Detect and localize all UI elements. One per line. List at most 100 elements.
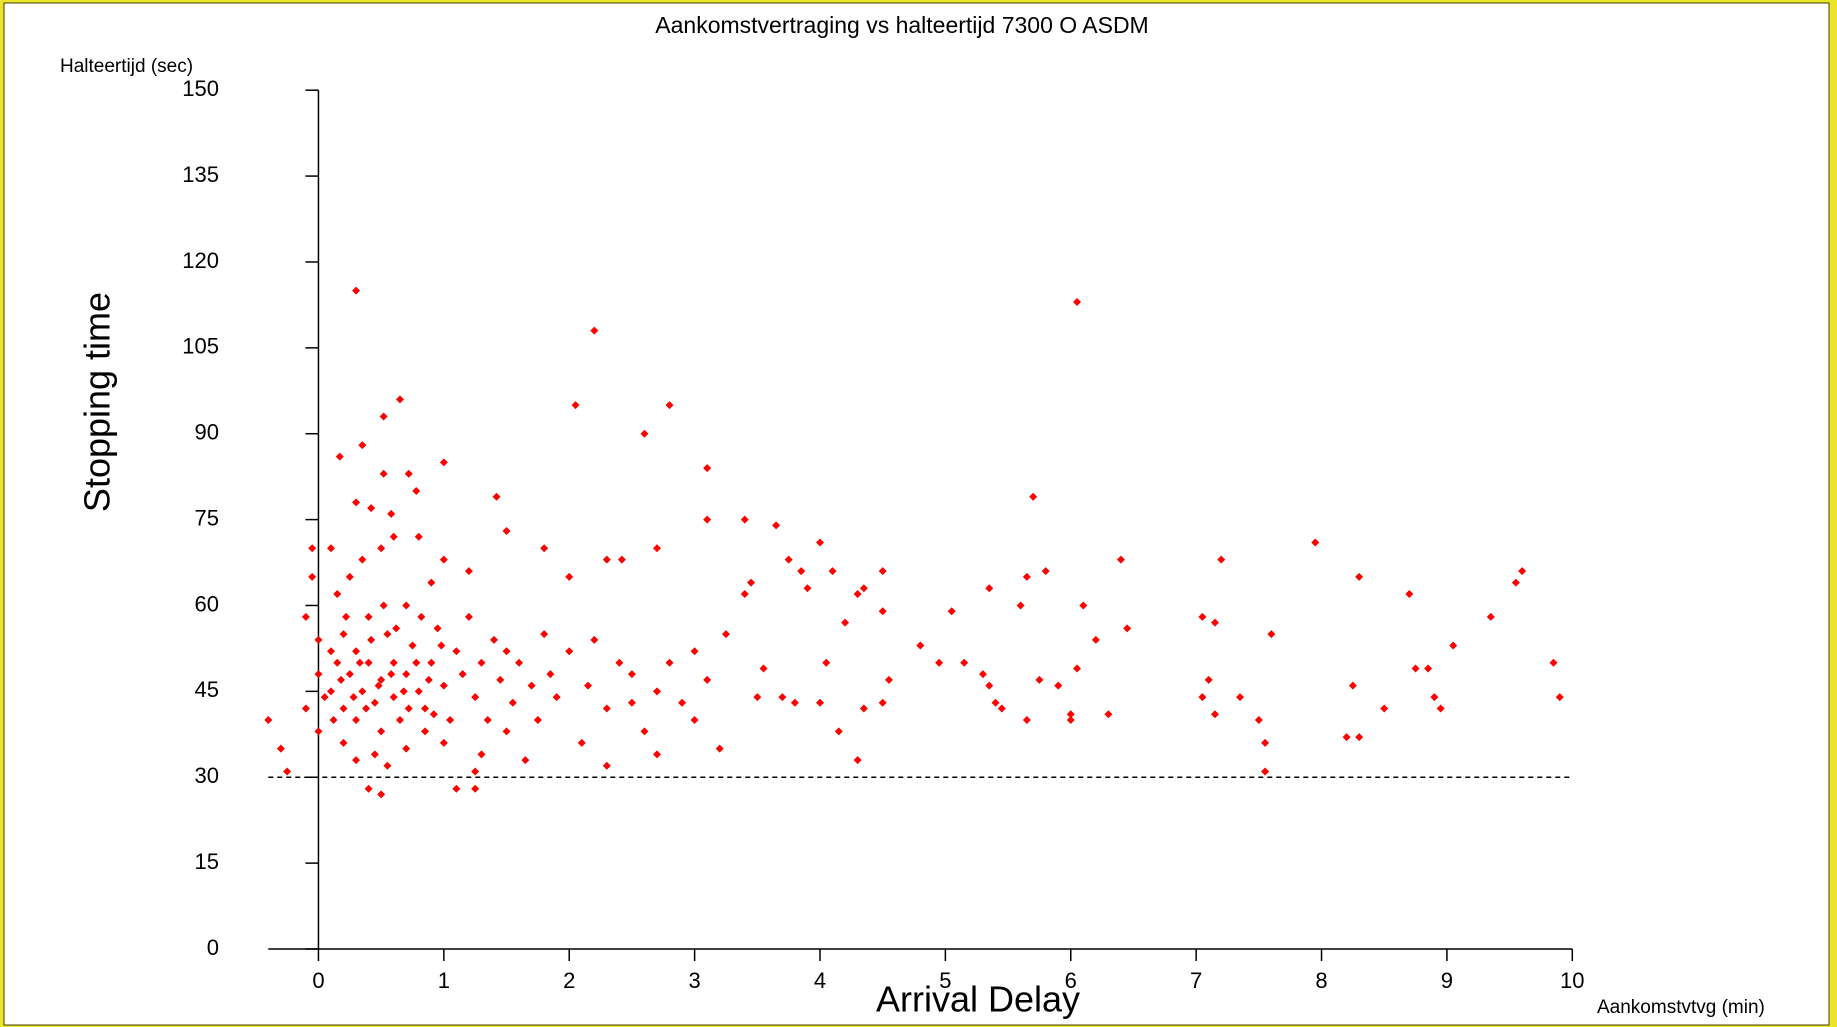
point [778, 693, 787, 702]
point [427, 658, 436, 667]
point [790, 698, 799, 707]
point [352, 647, 361, 656]
point [383, 761, 392, 770]
point [617, 555, 626, 564]
point [471, 693, 480, 702]
point [402, 601, 411, 610]
point [421, 704, 430, 713]
point [1066, 710, 1075, 719]
point [533, 715, 542, 724]
y-tick-label: 135 [182, 162, 219, 187]
point [853, 590, 862, 599]
point [370, 750, 379, 759]
point [374, 681, 383, 690]
point [1405, 590, 1414, 599]
point [652, 687, 661, 696]
point [355, 658, 364, 667]
point [412, 486, 421, 495]
point [404, 469, 413, 478]
point [377, 675, 386, 684]
point [859, 584, 868, 593]
point [377, 544, 386, 553]
y-tick-label: 45 [195, 677, 219, 702]
point [565, 647, 574, 656]
point [464, 612, 473, 621]
point [797, 567, 806, 576]
point [364, 612, 373, 621]
point [508, 698, 517, 707]
point [521, 756, 530, 765]
x-tick-label: 9 [1441, 968, 1453, 993]
point [665, 658, 674, 667]
point [421, 727, 430, 736]
point [602, 761, 611, 770]
point [358, 441, 367, 450]
x-tick-label: 8 [1315, 968, 1327, 993]
point [1022, 715, 1031, 724]
point [352, 715, 361, 724]
point [1116, 555, 1125, 564]
point [552, 693, 561, 702]
point [1091, 635, 1100, 644]
point [1079, 601, 1088, 610]
point [320, 693, 329, 702]
point [417, 612, 426, 621]
point [402, 670, 411, 679]
y-tick-label: 150 [182, 76, 219, 101]
point [740, 515, 749, 524]
point [546, 670, 555, 679]
point [408, 641, 417, 650]
point [326, 544, 335, 553]
point [747, 578, 756, 587]
point [1486, 612, 1495, 621]
point [884, 675, 893, 684]
point [947, 607, 956, 616]
point [665, 401, 674, 410]
point [345, 572, 354, 581]
point [395, 395, 404, 404]
point [395, 715, 404, 724]
point [377, 790, 386, 799]
x-tick-label: 2 [563, 968, 575, 993]
point [991, 698, 1000, 707]
point [1029, 492, 1038, 501]
point [1016, 601, 1025, 610]
point [803, 584, 812, 593]
plot-background [3, 2, 1830, 1026]
y-tick-label: 105 [182, 334, 219, 359]
point [358, 555, 367, 564]
y-tick-label: 0 [207, 935, 219, 960]
point [828, 567, 837, 576]
point [1217, 555, 1226, 564]
point [471, 784, 480, 793]
y-axis-label: Halteertijd (sec) [60, 56, 193, 77]
point [1411, 664, 1420, 673]
point [337, 675, 346, 684]
chart-title: Aankomstvertraging vs halteertijd 7300 O… [655, 12, 1148, 38]
point [703, 464, 712, 473]
point [414, 532, 423, 541]
point [1254, 715, 1263, 724]
point [1198, 693, 1207, 702]
point [427, 578, 436, 587]
point [437, 641, 446, 650]
point [1424, 664, 1433, 673]
x-tick-label: 1 [438, 968, 450, 993]
point [439, 738, 448, 747]
point [640, 727, 649, 736]
point [502, 527, 511, 536]
point [1380, 704, 1389, 713]
point [276, 744, 285, 753]
point [627, 670, 636, 679]
point [1210, 618, 1219, 627]
point [483, 715, 492, 724]
point [815, 698, 824, 707]
point [834, 727, 843, 736]
point [1518, 567, 1527, 576]
point [412, 658, 421, 667]
point [358, 687, 367, 696]
x-tick-label: 5 [939, 968, 951, 993]
x-tick-label: 3 [688, 968, 700, 993]
x-tick-label: 7 [1190, 968, 1202, 993]
point [387, 670, 396, 679]
